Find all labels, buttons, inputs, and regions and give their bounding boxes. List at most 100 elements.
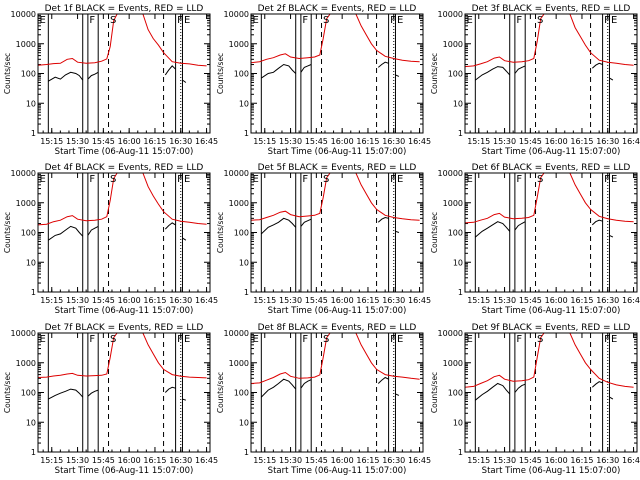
panel-title: Det 9f BLACK = Events, RED = LLD [472, 323, 631, 333]
x-axis-label: Start Time (06-Aug-11 15:07:00) [55, 306, 194, 316]
x-tick-label: 15:45 [519, 137, 542, 146]
y-tick-label: 1 [244, 129, 249, 138]
marker-letter-label: S [110, 334, 116, 345]
y-axis-label: Counts/sec [216, 372, 225, 413]
series-events-line [300, 64, 312, 73]
marker-letter-label: F [302, 15, 308, 26]
x-tick-label: 16:30 [596, 456, 619, 465]
series-events-line [591, 381, 603, 388]
series-events-line [474, 221, 511, 238]
panel-title: Det 7f BLACK = Events, RED = LLD [45, 323, 204, 333]
marker-letter-label: S [110, 174, 116, 185]
series-events-line [87, 225, 99, 236]
x-tick-label: 16:00 [331, 137, 354, 146]
y-tick-label: 1000 [443, 199, 463, 208]
marker-letter-label: E [611, 334, 617, 345]
marker-letter-label: F [89, 15, 95, 26]
x-tick-label: 16:00 [545, 296, 568, 305]
series-lld-line [465, 173, 634, 224]
y-tick-label: 10000 [438, 169, 463, 178]
x-tick-label: 16:00 [118, 296, 141, 305]
x-tick-label: 15:15 [40, 137, 63, 146]
x-tick-label: 15:15 [40, 456, 63, 465]
marker-letter-label: F [302, 174, 308, 185]
series-events-line [395, 230, 400, 233]
x-axis-label: Start Time (06-Aug-11 15:07:00) [55, 147, 194, 157]
y-tick-label: 10 [239, 99, 249, 108]
x-tick-label: 16:00 [331, 296, 354, 305]
detector-panel-2: Det 2f BLACK = Events, RED = LLD 15:15 15:… [216, 4, 431, 157]
y-tick-label: 10 [26, 418, 36, 427]
y-tick-label: 10 [239, 258, 249, 267]
marker-letter-label: F [604, 15, 610, 26]
panel-frame [37, 332, 211, 453]
x-tick-label: 15:15 [467, 137, 490, 146]
marker-letter-label: E [467, 174, 473, 185]
series-events-line [87, 389, 99, 397]
x-tick-label: 15:45 [305, 137, 328, 146]
x-tick-label: 15:45 [305, 296, 328, 305]
x-tick-label: 16:45 [195, 296, 218, 305]
y-tick-label: 10000 [224, 329, 249, 338]
series-lld-line [251, 14, 420, 64]
y-tick-label: 1 [458, 448, 463, 457]
series-events-line [164, 222, 176, 230]
y-tick-label: 100 [234, 70, 249, 79]
y-axis-label: Counts/sec [430, 53, 439, 94]
x-tick-label: 16:15 [570, 296, 593, 305]
marker-letter-label: E [184, 334, 190, 345]
x-tick-label: 15:30 [493, 296, 516, 305]
series-events-line [514, 383, 526, 393]
panel-frame [464, 332, 638, 453]
series-events-line [591, 62, 603, 69]
x-tick-label: 15:45 [305, 456, 328, 465]
marker-letter-label: E [40, 15, 46, 26]
y-tick-label: 10 [239, 418, 249, 427]
x-tick-label: 15:15 [253, 137, 276, 146]
y-tick-label: 1000 [16, 359, 36, 368]
y-axis-label: Counts/sec [3, 212, 12, 253]
y-axis-label: Counts/sec [430, 212, 439, 253]
marker-letter-label: E [467, 334, 473, 345]
x-tick-label: 15:45 [519, 296, 542, 305]
series-events-line [300, 218, 312, 227]
x-axis-label: Start Time (06-Aug-11 15:07:00) [482, 466, 621, 476]
x-tick-label: 16:30 [382, 137, 405, 146]
x-tick-label: 15:30 [66, 296, 89, 305]
x-axis-label: Start Time (06-Aug-11 15:07:00) [482, 306, 621, 316]
x-tick-label: 16:45 [622, 456, 640, 465]
x-tick-label: 15:45 [92, 137, 115, 146]
marker-letter-label: F [177, 174, 183, 185]
panel-title: Det 2f BLACK = Events, RED = LLD [258, 4, 417, 14]
y-tick-label: 1000 [443, 40, 463, 49]
marker-letter-label: E [40, 334, 46, 345]
series-events-line [182, 79, 187, 83]
panel-title: Det 5f BLACK = Events, RED = LLD [258, 163, 417, 173]
x-axis-label: Start Time (06-Aug-11 15:07:00) [55, 466, 194, 476]
y-axis-label: Counts/sec [3, 53, 12, 94]
panel-title: Det 3f BLACK = Events, RED = LLD [472, 4, 631, 14]
x-tick-label: 16:00 [118, 137, 141, 146]
y-tick-label: 10 [26, 99, 36, 108]
x-axis-label: Start Time (06-Aug-11 15:07:00) [268, 306, 407, 316]
y-tick-label: 100 [448, 229, 463, 238]
y-axis-label: Counts/sec [430, 372, 439, 413]
series-events-line [395, 74, 400, 77]
x-tick-label: 16:30 [169, 456, 192, 465]
marker-letter-label: S [537, 174, 543, 185]
series-events-line [609, 77, 614, 81]
panel-title: Det 6f BLACK = Events, RED = LLD [472, 163, 631, 173]
x-tick-label: 16:15 [356, 296, 379, 305]
panel-frame [37, 172, 211, 293]
y-tick-label: 1000 [443, 359, 463, 368]
series-events-line [377, 376, 389, 384]
x-axis-label: Start Time (06-Aug-11 15:07:00) [482, 147, 621, 157]
series-events-line [377, 61, 389, 68]
marker-letter-label: F [390, 15, 396, 26]
marker-letter-label: F [390, 174, 396, 185]
marker-letter-label: S [323, 15, 329, 26]
